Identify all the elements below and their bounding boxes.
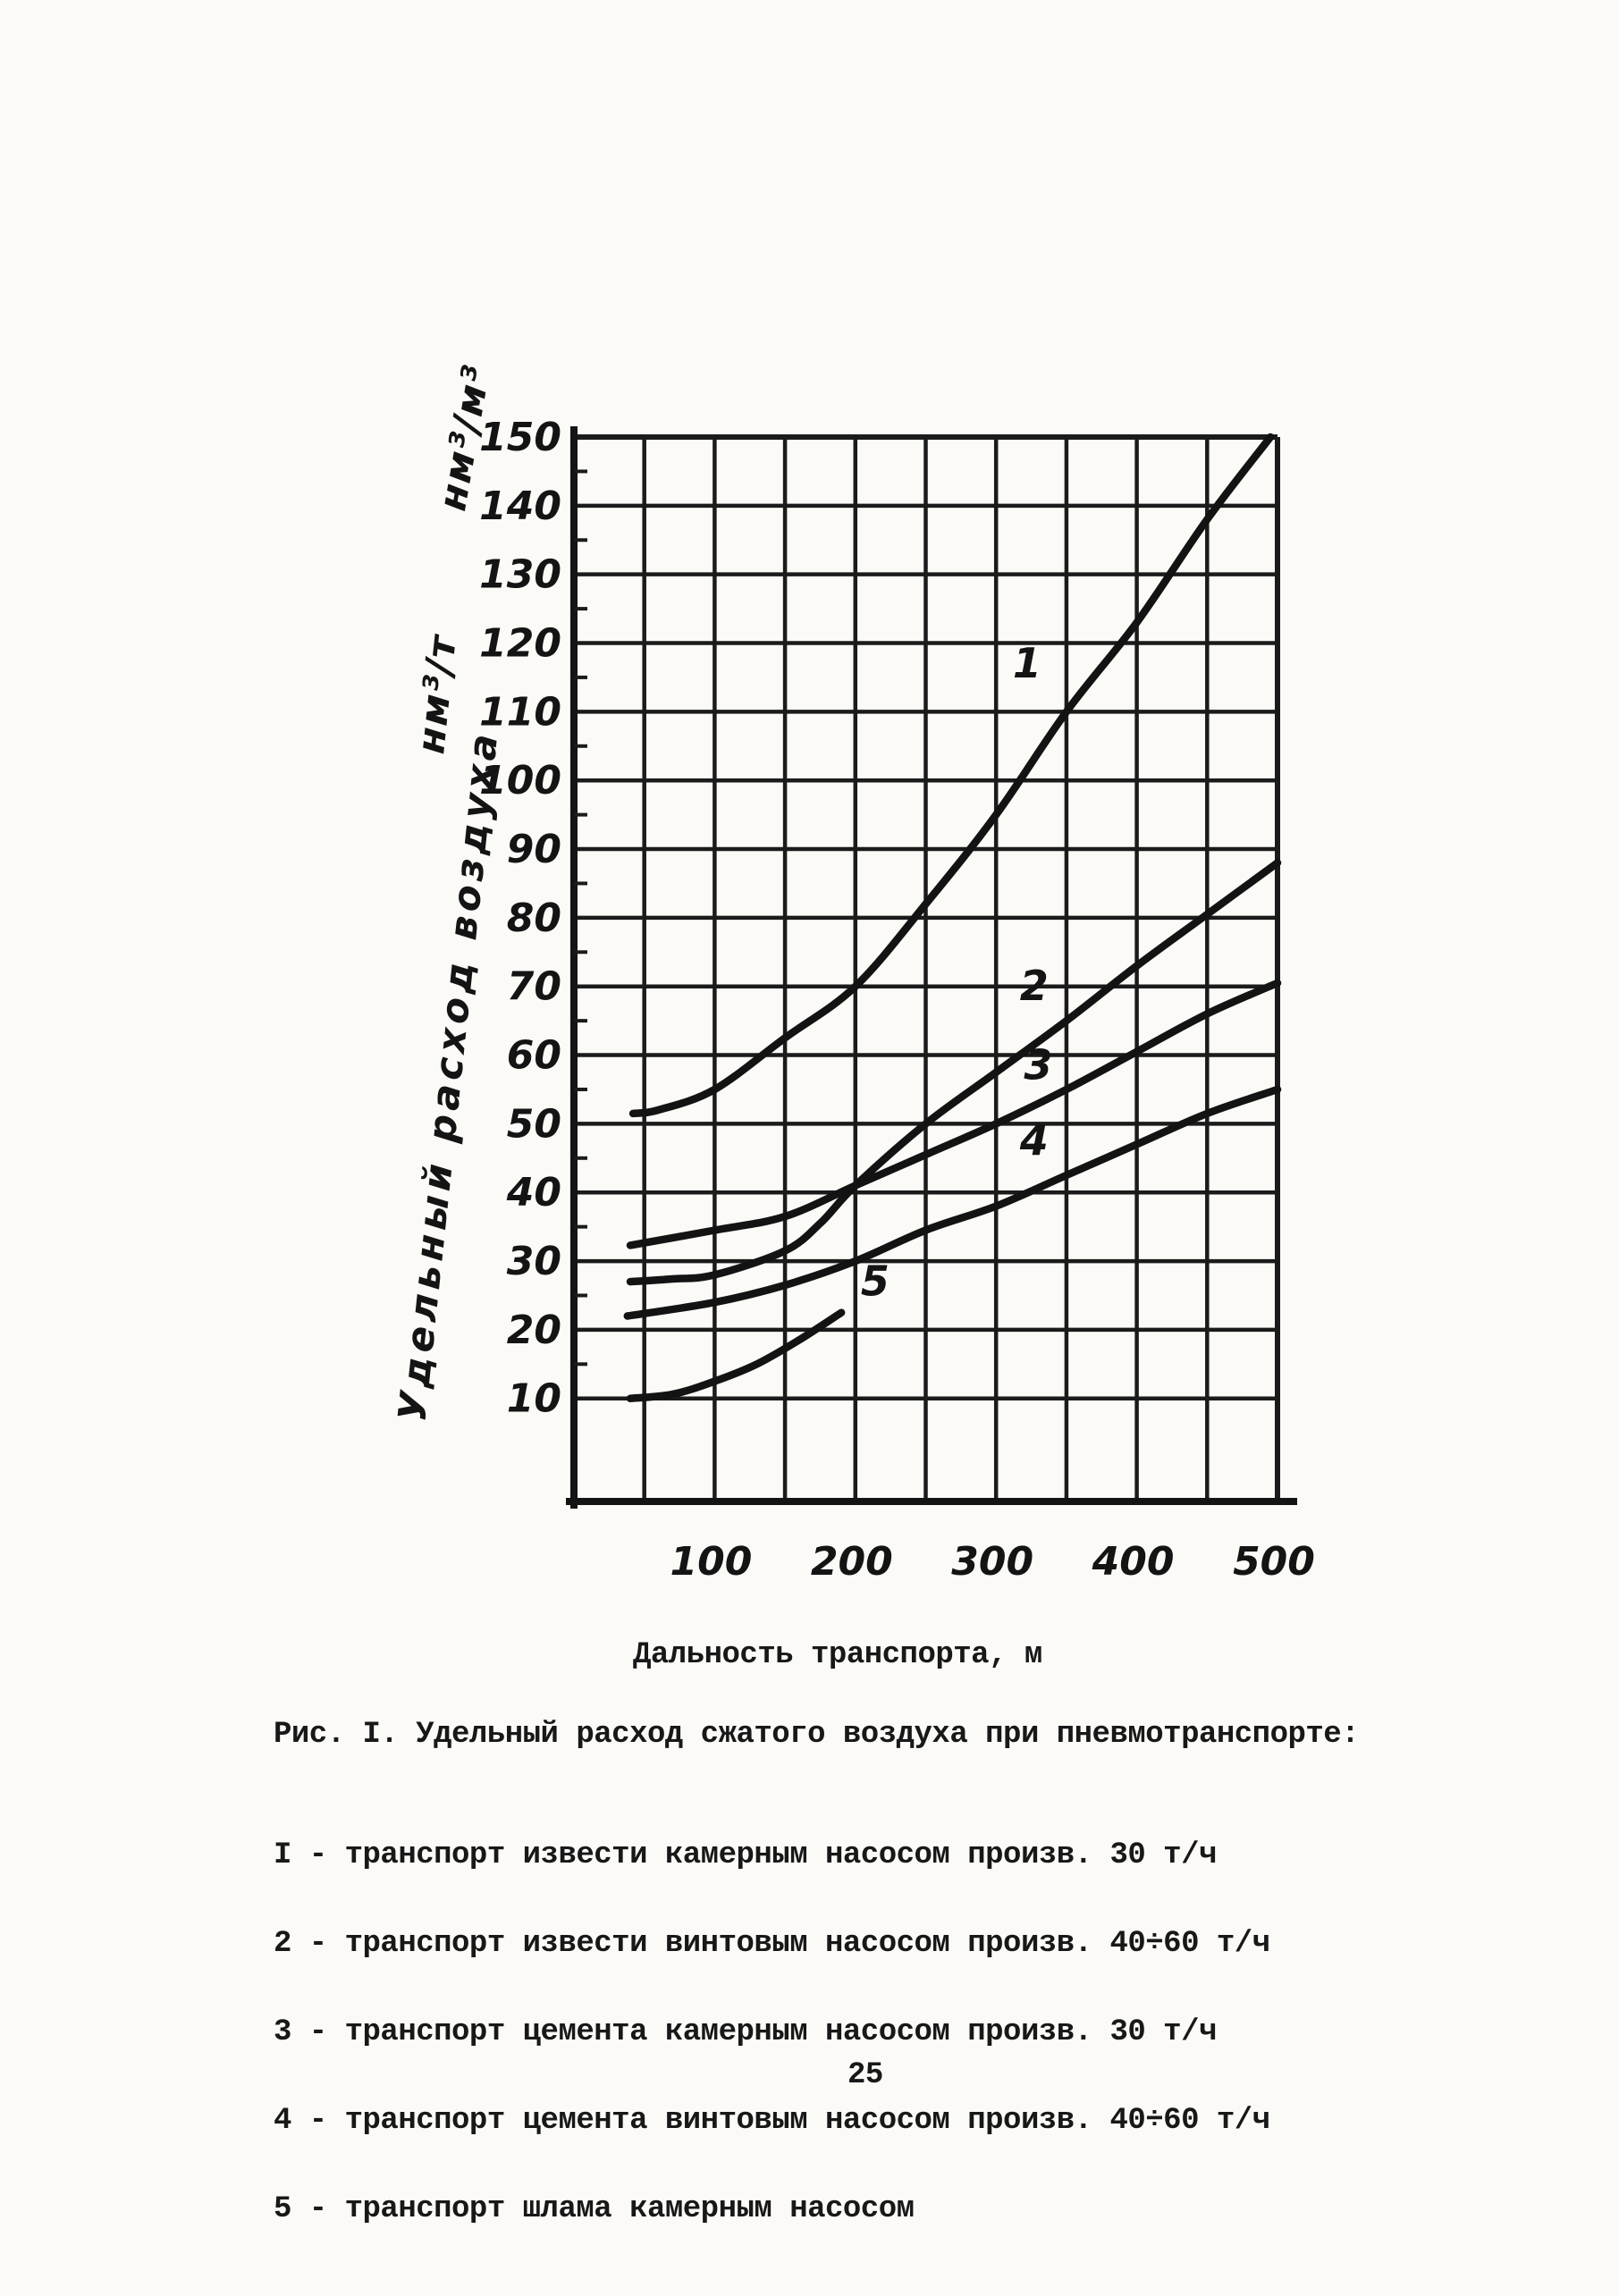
y-tick-label-110: 110 <box>479 689 561 735</box>
axis-minor-ticks <box>574 469 587 1367</box>
curve-2 <box>626 859 1282 1286</box>
curve-number-labels: 1 2 3 4 5 <box>861 639 1053 1306</box>
y-tick-label-60: 60 <box>507 1033 561 1079</box>
y-tick-label-100: 100 <box>479 758 561 803</box>
curve-5 <box>626 1308 846 1402</box>
x-axis-title: Дальность транспорта, м <box>633 1638 1042 1672</box>
curve-label-5: 5 <box>861 1257 890 1305</box>
page-number: 25 <box>847 2058 883 2092</box>
y-axis-title: Удельный расход воздуха <box>391 727 508 1424</box>
chart-curves <box>623 433 1282 1402</box>
legend-line-2: 2 - транспорт извести винтовым насосом п… <box>274 1927 1270 1961</box>
x-tick-label-500: 500 <box>1233 1539 1315 1585</box>
curve-label-3: 3 <box>1024 1040 1052 1089</box>
y-tick-label-40: 40 <box>506 1170 561 1215</box>
x-tick-label-400: 400 <box>1092 1539 1175 1585</box>
legend-line-3: 3 - транспорт цемента камерным насосом п… <box>274 2015 1217 2049</box>
curve-4 <box>623 1085 1282 1320</box>
y-tick-label-50: 50 <box>507 1101 561 1147</box>
curve-label-1: 1 <box>1013 639 1041 687</box>
legend-line-5: 5 - транспорт шлама камерным насосом <box>274 2192 915 2226</box>
y-tick-label-70: 70 <box>507 964 561 1010</box>
curve-label-4: 4 <box>1019 1116 1049 1165</box>
legend-line-4: 4 - транспорт цемента винтовым насосом п… <box>274 2104 1270 2138</box>
y-tick-label-20: 20 <box>507 1308 561 1353</box>
y-tick-label-140: 140 <box>479 484 561 529</box>
curve-label-2: 2 <box>1020 962 1049 1010</box>
y-axis-unit-per-tonne: нм³/т <box>409 632 466 756</box>
y-tick-label-90: 90 <box>507 827 561 872</box>
y-tick-label-120: 120 <box>479 621 561 667</box>
axis-tick-labels: 10 20 30 40 50 60 70 80 90 100 110 120 130 140 150 100 2… <box>479 415 1315 1585</box>
chart-grid <box>566 426 1297 1509</box>
y-tick-label-150: 150 <box>479 415 561 460</box>
legend-line-1: I - транспорт извести камерным насосом п… <box>274 1838 1217 1872</box>
y-tick-label-130: 130 <box>479 552 561 598</box>
figure-caption: Рис. I. Удельный расход сжатого воздуха … <box>274 1718 1360 1752</box>
figure-legend: I - транспорт извести камерным насосом п… <box>274 1782 1270 2283</box>
y-tick-label-30: 30 <box>507 1239 561 1284</box>
curve-3 <box>626 979 1282 1249</box>
x-tick-label-300: 300 <box>951 1539 1033 1585</box>
y-tick-label-80: 80 <box>507 896 561 941</box>
x-tick-label-200: 200 <box>811 1539 893 1585</box>
curve-1 <box>628 433 1275 1118</box>
y-tick-label-10: 10 <box>507 1376 561 1422</box>
x-tick-label-100: 100 <box>670 1539 752 1585</box>
